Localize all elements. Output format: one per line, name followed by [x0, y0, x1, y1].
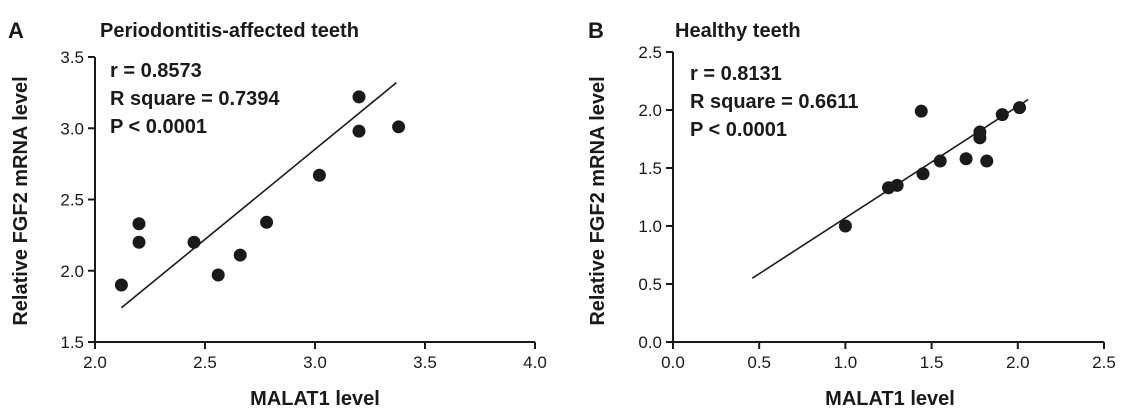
panel-a-x-tick-label: 3.5 — [413, 353, 437, 372]
panel-a-stat-p: P < 0.0001 — [110, 116, 207, 138]
panel-a-y-tick-label: 3.5 — [60, 48, 84, 67]
panel-b-title: Healthy teeth — [675, 20, 801, 42]
panel-a-y-tick-label: 2.5 — [60, 191, 84, 210]
panel-b-data-point — [973, 125, 987, 139]
panel-a-x-tick-label: 2.0 — [83, 353, 107, 372]
panel-a-y-tick-label: 3.0 — [60, 119, 84, 138]
panel-b-y-tick-label: 0.0 — [638, 333, 662, 352]
panel-b-stat-r: r = 0.8131 — [690, 63, 782, 85]
panel-a-y-tick-label: 2.0 — [60, 262, 84, 281]
panel-b-stat-p: P < 0.0001 — [690, 119, 787, 141]
panel-a-data-point — [312, 168, 326, 182]
panel-a-data-point — [132, 235, 146, 249]
panel-b-x-axis-label: MALAT1 level — [825, 388, 955, 410]
panel-a-data-point — [352, 124, 366, 138]
panel-a-x-tick-label: 4.0 — [523, 353, 547, 372]
panel-b-data-point — [914, 104, 928, 118]
panel-b-letter: B — [588, 18, 604, 43]
panel-b-data-point — [916, 167, 930, 181]
panel-b-data-point — [933, 154, 947, 168]
panel-b-data-point — [838, 219, 852, 233]
panel-a-data-point — [392, 120, 406, 134]
panel-a-x-tick-label: 3.0 — [303, 353, 327, 372]
panel-a-data-point — [260, 215, 274, 229]
panel-a-y-tick-label: 1.5 — [60, 333, 84, 352]
panel-a-x-axis-label: MALAT1 level — [250, 388, 380, 410]
panel-b-plot-area: 0.0 0.5 1.0 1.5 2.0 2.5 0.0 0.5 1.0 1.5 2.0 2.5 — [638, 43, 1115, 372]
panel-b-stat-r-square: R square = 0.6611 — [690, 91, 858, 113]
panel-a-regression-line — [120, 82, 397, 309]
panel-b-x-tick-label: 1.5 — [920, 353, 944, 372]
panel-a-data-point — [233, 248, 247, 262]
panel-b-y-tick-label: 1.0 — [638, 217, 662, 236]
panel-b-data-point — [1013, 101, 1027, 115]
panel-b-x-tick-label: 0.0 — [661, 353, 685, 372]
panel-a-data-point — [187, 235, 201, 249]
panel-b-x-tick-label: 0.5 — [747, 353, 771, 372]
panel-a-letter: A — [8, 18, 24, 43]
panel-a-stat-r: r = 0.8573 — [110, 60, 202, 82]
panel-b-data-point — [959, 152, 973, 166]
panel-b-y-tick-label: 1.5 — [638, 159, 662, 178]
panel-b-y-axis-label: Relative FGF2 mRNA level — [587, 76, 609, 325]
panel-b-data-point — [890, 178, 904, 192]
panel-b-y-tick-label: 2.0 — [638, 101, 662, 120]
panel-b-data-point — [995, 108, 1009, 122]
panel-a-title: Periodontitis-affected teeth — [100, 20, 359, 42]
panel-a-stat-r-square: R square = 0.7394 — [110, 88, 280, 110]
panel-a-data-point — [352, 90, 366, 104]
panel-b-data-point — [980, 154, 994, 168]
panel-a-x-tick-label: 2.5 — [193, 353, 217, 372]
panel-b-y-tick-label: 2.5 — [638, 43, 662, 62]
panel-a-data-point — [211, 268, 225, 282]
panel-b-x-tick-label: 2.5 — [1092, 353, 1116, 372]
panel-a-data-point — [132, 217, 146, 231]
panel-b-x-tick-label: 1.0 — [834, 353, 858, 372]
panel-a-plot-area: 2.0 2.5 3.0 3.5 4.01.52.02.53.03.5 — [60, 48, 546, 372]
panel-b-x-tick-label: 2.0 — [1006, 353, 1030, 372]
panel-b-y-tick-label: 0.5 — [638, 275, 662, 294]
panel-a-data-point — [114, 278, 128, 292]
panel-a-y-axis-label: Relative FGF2 mRNA level — [10, 76, 32, 325]
